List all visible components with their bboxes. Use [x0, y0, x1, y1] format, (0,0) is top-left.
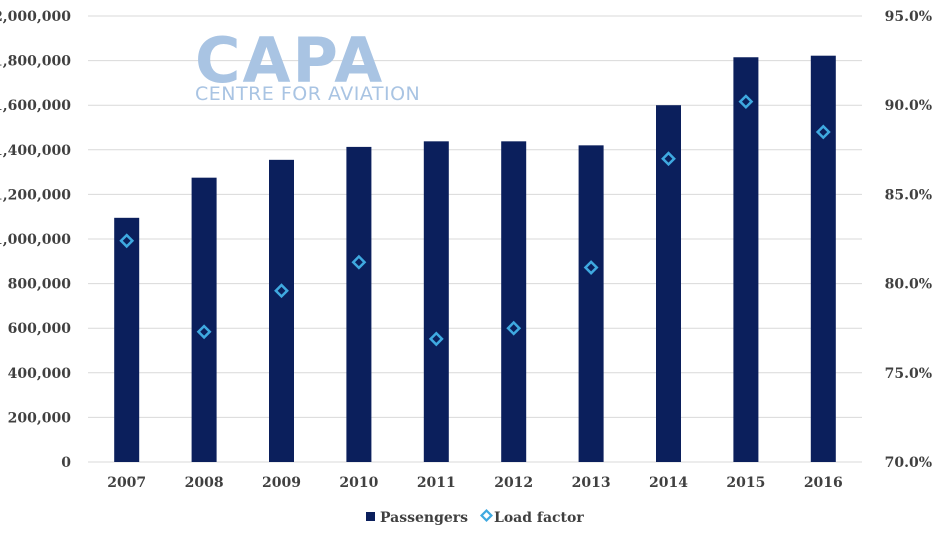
- legend-load-factor-label: Load factor: [494, 510, 584, 526]
- x-tick-label: 2012: [494, 475, 533, 491]
- x-tick-label: 2008: [185, 475, 224, 491]
- legend-passengers-swatch: [366, 512, 375, 521]
- y-left-tick-label: 1,600,000: [0, 98, 71, 114]
- legend: Passengers Load factor: [366, 508, 584, 526]
- x-tick-label: 2015: [726, 475, 765, 491]
- passengers-bar: [423, 141, 449, 463]
- x-tick-label: 2010: [339, 475, 378, 491]
- load-factor-point: [351, 254, 367, 270]
- load-factor-point: [274, 283, 289, 299]
- y-left-tick-label: 200,000: [8, 410, 72, 426]
- y-left-tick-label: 1,800,000: [0, 54, 71, 70]
- x-tick-label: 2007: [107, 475, 146, 491]
- passengers-bar: [191, 177, 217, 463]
- passengers-bar: [346, 146, 372, 462]
- x-axis-ticks: 2007 2008 2009 2010 2011 2012 2013 2014 2015 2016: [107, 475, 843, 491]
- y-left-tick-label: 1,200,000: [0, 187, 71, 203]
- passengers-bar: [578, 145, 604, 462]
- passengers-bar: [733, 57, 759, 462]
- passengers-bar: [269, 159, 294, 462]
- load-factor-point: [196, 324, 212, 340]
- passengers-bar: [810, 55, 836, 462]
- x-tick-label: 2009: [262, 475, 301, 491]
- logo-main-text: CAPA: [195, 24, 384, 97]
- load-factor-point: [506, 320, 522, 336]
- left-axis-ticks: 0 200,000 400,000 600,000 800,000 1,000,000 1,…: [0, 9, 71, 471]
- y-left-tick-label: 1,000,000: [0, 232, 71, 248]
- gridlines: [88, 15, 862, 463]
- y-right-tick-label: 80.0%: [885, 277, 932, 293]
- load-factor-point: [583, 260, 599, 275]
- load-factor-point: [661, 151, 676, 167]
- load-factor-point: [815, 124, 831, 140]
- passengers-bars: [114, 55, 836, 463]
- y-right-tick-label: 90.0%: [885, 98, 932, 114]
- x-tick-label: 2011: [417, 475, 456, 491]
- y-right-tick-label: 95.0%: [885, 9, 932, 25]
- y-left-tick-label: 1,400,000: [0, 143, 71, 159]
- load-factor-point: [119, 233, 135, 249]
- x-tick-label: 2016: [804, 475, 843, 491]
- x-tick-label: 2014: [649, 475, 688, 491]
- passengers-bar: [114, 217, 140, 462]
- legend-passengers-label: Passengers: [380, 510, 468, 526]
- y-left-tick-label: 400,000: [8, 366, 72, 382]
- load-factor-point: [738, 94, 754, 110]
- load-factor-markers: [119, 94, 831, 347]
- y-left-tick-label: 800,000: [8, 277, 72, 293]
- y-right-tick-label: 70.0%: [885, 455, 932, 471]
- y-left-tick-label: 0: [61, 455, 71, 471]
- y-left-tick-label: 2,000,000: [0, 9, 71, 25]
- capa-logo: CAPA CENTRE FOR AVIATION: [195, 24, 420, 105]
- y-right-tick-label: 75.0%: [885, 366, 932, 382]
- logo-sub-text: CENTRE FOR AVIATION: [195, 83, 420, 105]
- x-tick-label: 2013: [572, 475, 611, 491]
- y-right-tick-label: 85.0%: [885, 187, 932, 203]
- y-left-tick-label: 600,000: [8, 321, 72, 337]
- right-axis-ticks: 70.0% 75.0% 80.0% 85.0% 90.0% 95.0%: [885, 9, 932, 471]
- load-factor-point: [428, 331, 444, 347]
- passengers-bar: [501, 141, 527, 463]
- legend-load-factor-swatch: [479, 508, 494, 523]
